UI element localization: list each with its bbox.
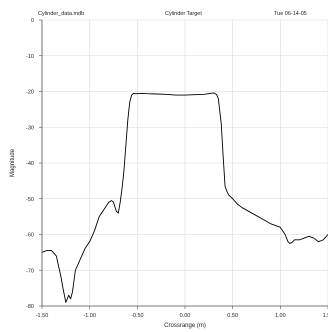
header-filename: Cylinder_data.mdb (38, 11, 85, 17)
x-tick-label: 0.00 (180, 313, 191, 319)
x-tick-label: 1.00 (275, 313, 286, 319)
header-date: Tue 06-14-05 (274, 11, 307, 17)
y-tick-label: -40 (26, 161, 34, 167)
y-tick-label: -50 (26, 197, 34, 203)
tick-layer: 0 -10 -20 -30 -40 -50 -60 -70 -80-1.50 -1.00 -0.50… (26, 18, 328, 319)
x-axis-label: Crossrange (m) (164, 323, 206, 329)
y-tick-label: -70 (26, 268, 34, 274)
x-tick-label: -1.50 (36, 313, 49, 319)
y-tick-label: -10 (26, 54, 34, 60)
y-tick-label: -20 (26, 90, 34, 96)
y-axis-label: Magnitude (10, 148, 16, 177)
y-tick-label: -80 (26, 304, 34, 310)
series-layer (41, 92, 328, 303)
y-tick-label: -30 (26, 125, 34, 131)
y-tick-label: -60 (26, 233, 34, 239)
header-title: Cylinder Target (165, 11, 202, 17)
x-tick-label: 0.50 (227, 313, 238, 319)
x-tick-label: 1.50 (323, 313, 328, 319)
series-line-0 (41, 92, 328, 303)
x-tick-label: -1.00 (83, 313, 96, 319)
y-tick-label: 0 (31, 18, 34, 24)
x-tick-label: -0.50 (131, 313, 144, 319)
grid-layer (41, 19, 328, 307)
